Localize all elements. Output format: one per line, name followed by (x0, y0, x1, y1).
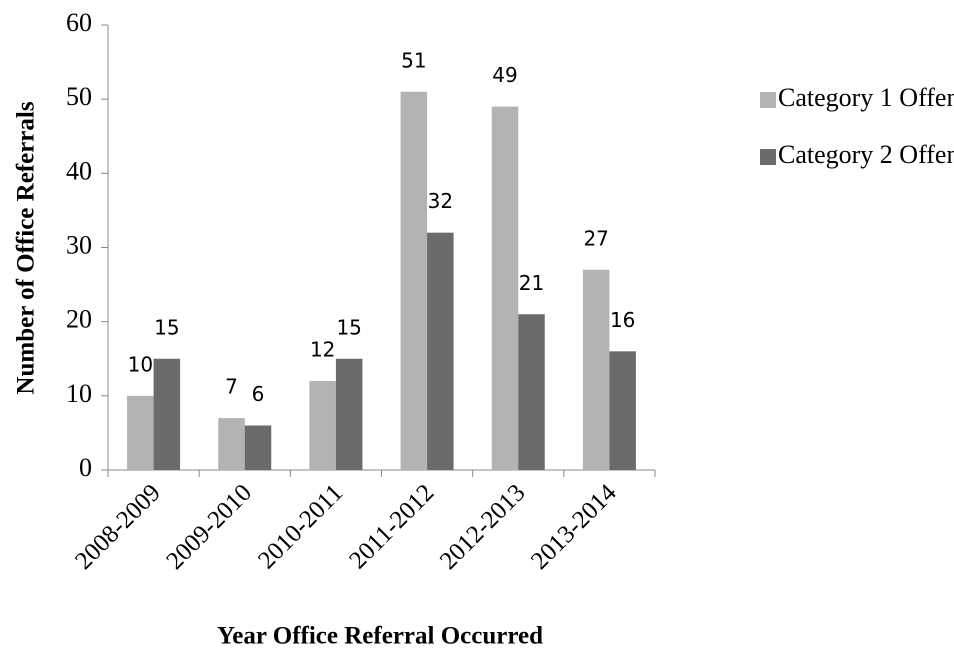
data-label: 21 (519, 271, 544, 295)
bar (582, 269, 610, 470)
y-tick-label: 20 (66, 305, 92, 334)
bar (153, 358, 181, 470)
x-tick-label: 2012-2013 (435, 479, 531, 575)
x-tick-label: 2008-2009 (70, 479, 166, 575)
x-axis-title: Year Office Referral Occurred (217, 623, 543, 650)
y-tick-label: 30 (66, 230, 92, 259)
bar (218, 418, 245, 470)
data-label: 12 (310, 338, 335, 362)
legend-swatch (760, 149, 776, 165)
data-label: 27 (583, 226, 608, 250)
x-tick-label: 2013-2014 (526, 479, 622, 575)
y-tick-label: 40 (66, 156, 92, 185)
legend-label: Category 1 Offenses (778, 83, 954, 112)
y-tick-label: 0 (79, 453, 92, 482)
x-tick-label: 2010-2011 (253, 479, 348, 574)
data-label: 10 (128, 352, 153, 376)
data-label: 6 (252, 382, 265, 406)
legend-label: Category 2 Offenses (778, 140, 954, 169)
data-label: 15 (336, 315, 361, 339)
x-tick-label: 2009-2010 (161, 479, 257, 575)
bar (335, 358, 363, 470)
bar (400, 91, 428, 470)
x-tick-label: 2011-2012 (344, 479, 439, 574)
y-tick-label: 10 (66, 379, 92, 408)
data-label: 15 (154, 315, 179, 339)
data-label: 7 (225, 375, 238, 399)
bar (491, 106, 519, 470)
data-label: 16 (610, 308, 635, 332)
data-label: 49 (492, 63, 517, 87)
bar (244, 425, 272, 470)
bar (518, 314, 545, 470)
bar (609, 351, 636, 470)
data-label: 32 (428, 189, 453, 213)
bar (127, 395, 154, 470)
legend-swatch (760, 92, 776, 108)
y-tick-label: 60 (66, 8, 92, 37)
y-tick-label: 50 (66, 82, 92, 111)
data-label: 51 (401, 48, 426, 72)
y-axis-title: Number of Office Referrals (13, 101, 40, 394)
bar (309, 381, 336, 470)
bar (427, 232, 454, 470)
